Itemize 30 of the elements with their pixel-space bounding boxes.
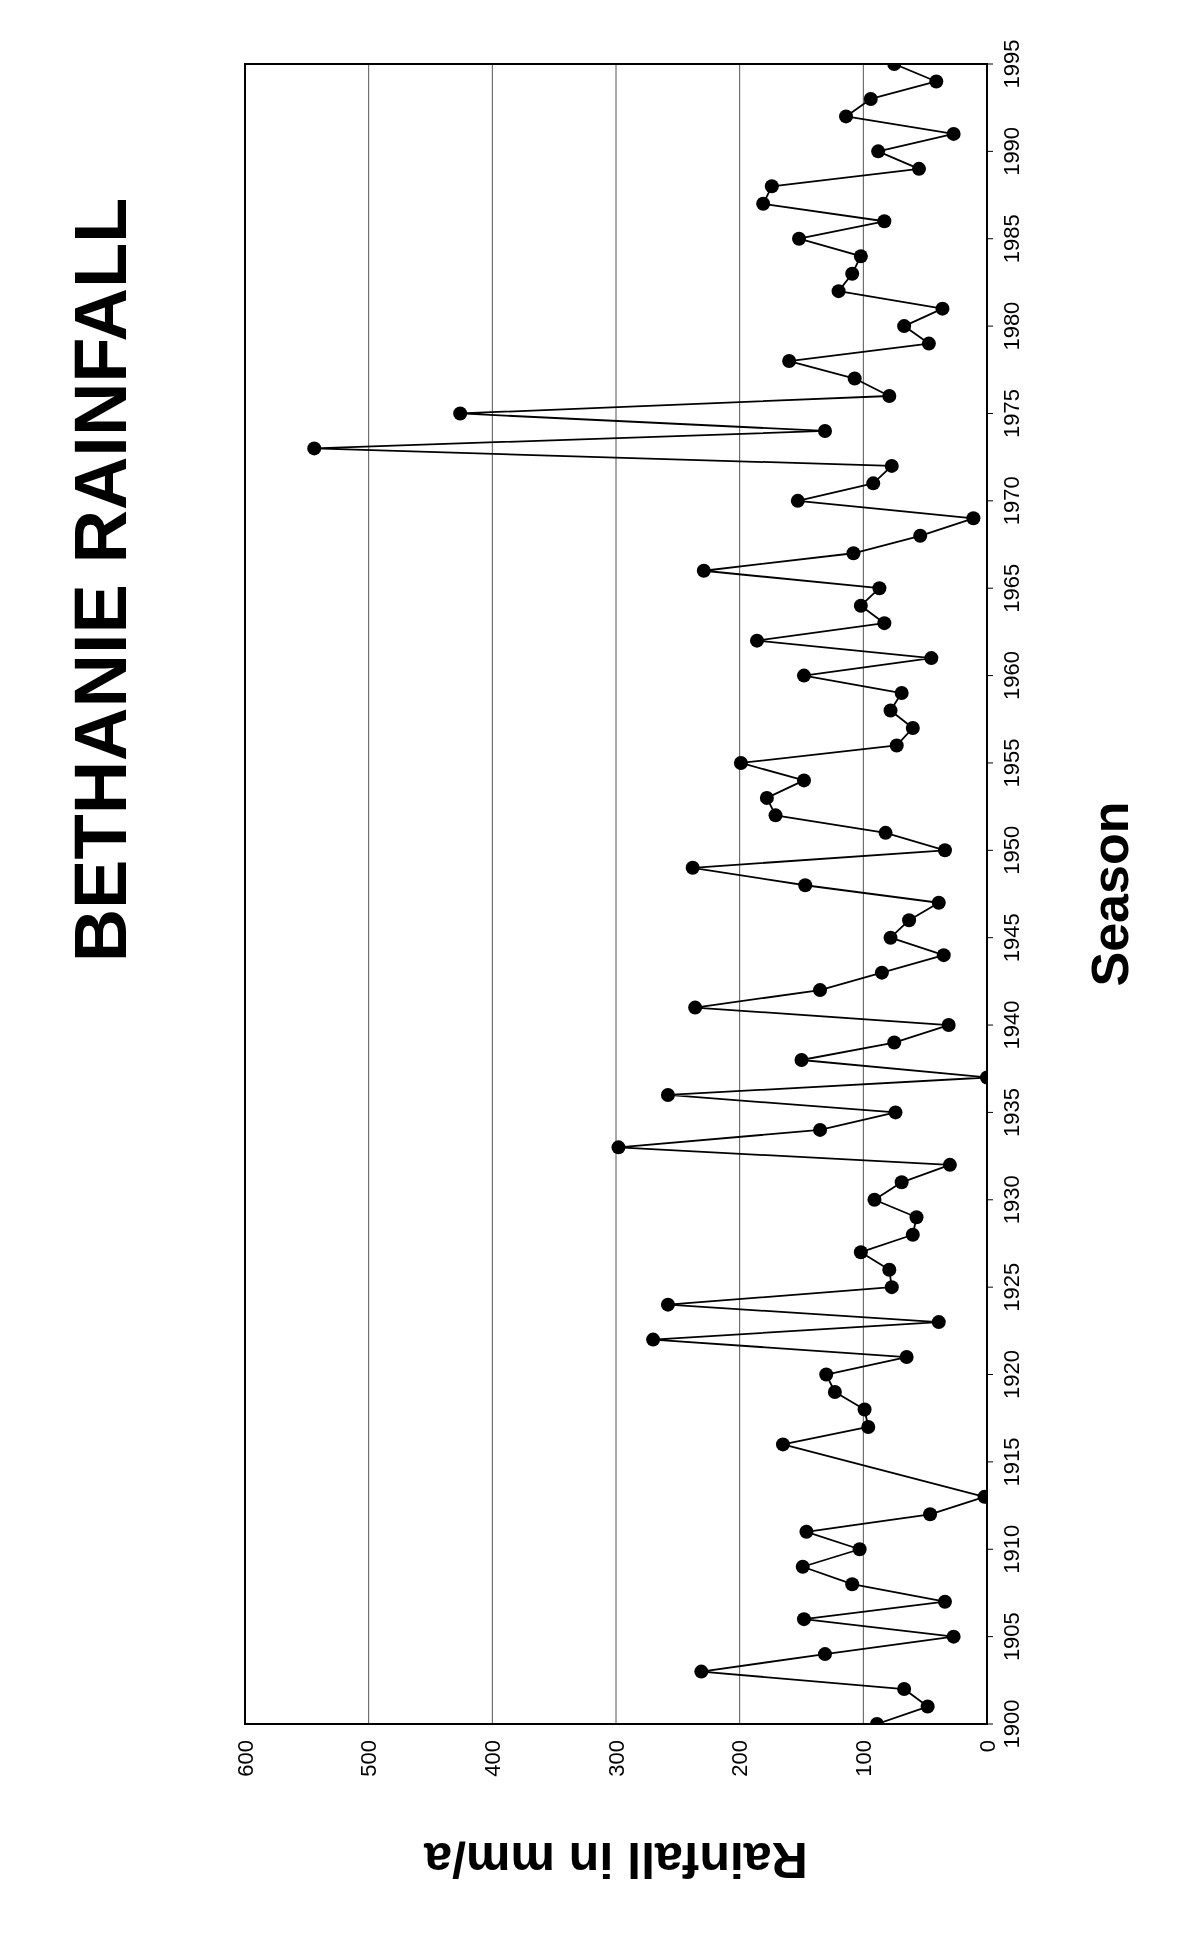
text: BETHANIE RAINFALL [58,197,142,963]
y-tick-label: 1965 [999,563,1024,613]
y-tick-label: 1920 [999,1350,1024,1399]
x-tick-label: 300 [603,1740,629,1777]
y-tick-label: 1955 [999,738,1024,788]
x-axis-title: Rainfall in mm/a [423,1832,808,1888]
x-tick-label: 0 [974,1740,1000,1753]
y-tick-label: 1995 [999,39,1024,89]
y-tick-label: 1940 [999,1000,1024,1050]
y-tick-label: 1925 [999,1262,1024,1312]
y-tick-label: 1910 [999,1524,1024,1574]
y-tick-label: 1960 [999,651,1024,701]
x-tick-label: 400 [479,1740,505,1777]
y-tick-label: 1970 [999,476,1024,526]
y-tick-label: 1980 [999,301,1024,351]
x-tick-label: 100 [850,1740,876,1777]
y-axis-title: Season [1081,801,1139,987]
y-tick-label: 1930 [999,1175,1024,1225]
y-tick-label: 1900 [999,1699,1024,1749]
y-tick-label: 1905 [999,1612,1024,1662]
x-tick-label: 500 [356,1740,382,1777]
x-tick-label: 200 [727,1740,753,1777]
y-tick-label: 1915 [999,1437,1024,1487]
y-tick-label: 1935 [999,1087,1024,1137]
y-tick-label: 1975 [999,389,1024,438]
y-tick-label: 1950 [999,825,1024,875]
y-tick-label: 1985 [999,214,1024,264]
y-tick-label: 1945 [999,913,1024,963]
y-tick-label: 1990 [999,126,1024,176]
x-tick-label: 600 [232,1740,258,1777]
